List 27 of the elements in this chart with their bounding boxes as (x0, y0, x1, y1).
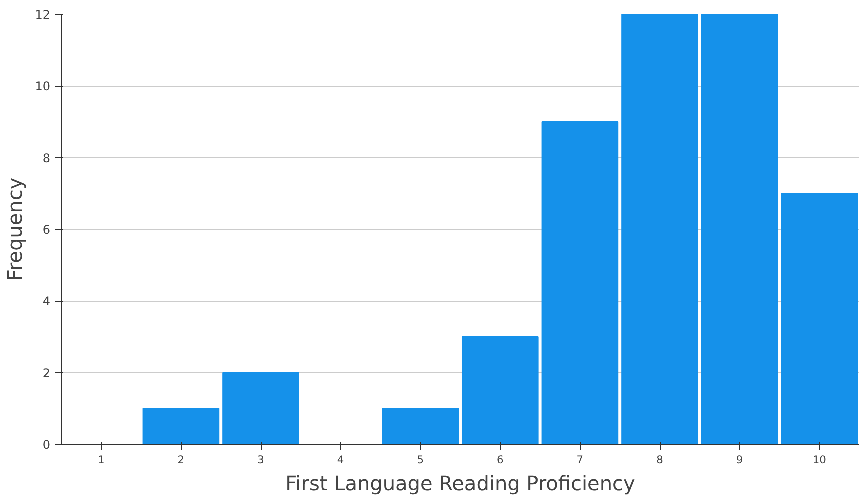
x-tick-label: 1 (98, 454, 105, 466)
x-tick-label: 5 (417, 454, 424, 466)
bar (542, 122, 619, 444)
x-tick-label: 7 (576, 454, 584, 466)
y-axis-title: Frequency (3, 178, 28, 282)
x-tick-label: 4 (337, 454, 344, 466)
y-tick-label: 2 (42, 366, 51, 380)
bar (781, 193, 858, 444)
y-tick-label: 0 (42, 438, 51, 452)
x-tick-label: 8 (656, 454, 664, 466)
x-axis-title: First Language Reading Proficiency (286, 472, 636, 496)
y-tick-label: 4 (42, 294, 51, 309)
bar (142, 408, 220, 444)
bar (701, 14, 778, 444)
y-tick-label: 8 (42, 151, 51, 166)
x-tick-label: 6 (497, 454, 504, 466)
y-tick-label: 12 (35, 8, 51, 22)
x-tick-label: 2 (178, 454, 185, 466)
x-tick-label: 3 (258, 454, 264, 466)
bar (382, 408, 460, 444)
bar (462, 336, 539, 444)
bar (622, 14, 698, 444)
x-tick-label: 10 (812, 454, 827, 466)
y-tick-label: 6 (42, 223, 51, 237)
y-tick-label: 10 (35, 80, 51, 94)
x-tick-label: 9 (736, 454, 744, 466)
bar (222, 372, 300, 444)
